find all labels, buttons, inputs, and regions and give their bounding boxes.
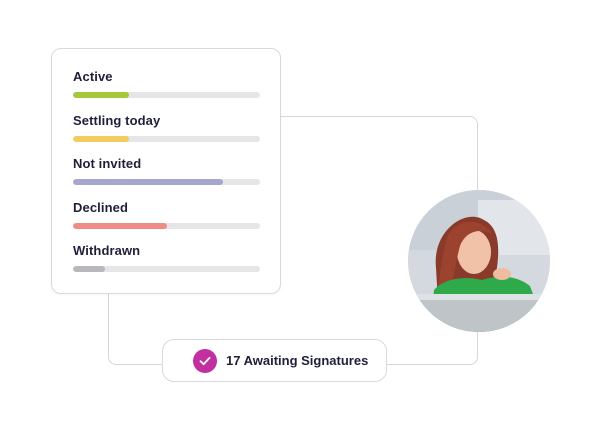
status-row-withdrawn: Withdrawn bbox=[73, 243, 260, 287]
status-label: Active bbox=[73, 69, 113, 84]
progress-track bbox=[73, 266, 260, 272]
status-label: Not invited bbox=[73, 156, 142, 171]
user-avatar bbox=[408, 190, 550, 332]
status-card: Active Settling today Not invited Declin… bbox=[51, 48, 281, 294]
progress-fill bbox=[73, 222, 167, 229]
status-row-settling-today: Settling today bbox=[73, 112, 260, 157]
progress-track bbox=[73, 92, 260, 98]
status-row-declined: Declined bbox=[73, 199, 260, 244]
progress-fill bbox=[73, 266, 105, 272]
progress-track bbox=[73, 135, 260, 142]
connector-line-left bbox=[108, 292, 164, 365]
status-row-active: Active bbox=[73, 69, 260, 113]
progress-fill bbox=[73, 92, 130, 98]
awaiting-signatures-label: 17 Awaiting Signatures bbox=[226, 353, 369, 368]
status-label: Settling today bbox=[73, 112, 161, 128]
status-label: Withdrawn bbox=[73, 243, 141, 258]
status-label: Declined bbox=[73, 199, 128, 215]
status-row-not-invited: Not invited bbox=[73, 156, 260, 200]
user-photo-icon bbox=[408, 190, 550, 332]
progress-track bbox=[73, 179, 260, 185]
progress-fill bbox=[73, 179, 223, 185]
progress-fill bbox=[73, 135, 130, 142]
connector-line-right bbox=[384, 322, 478, 365]
connector-line-top bbox=[280, 116, 478, 196]
awaiting-signatures-pill[interactable]: 17 Awaiting Signatures bbox=[162, 339, 387, 382]
check-icon bbox=[193, 348, 217, 373]
progress-track bbox=[73, 222, 260, 229]
